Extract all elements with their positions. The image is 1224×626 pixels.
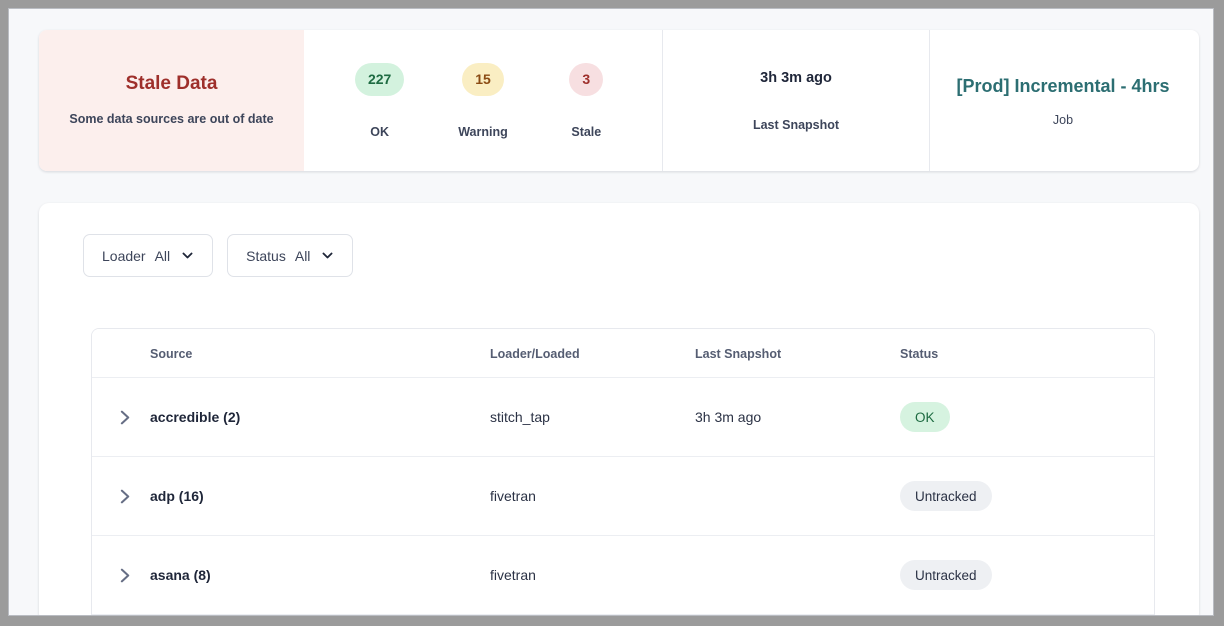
- loader-value: fivetran: [490, 567, 536, 583]
- chevron-down-icon: [321, 249, 334, 262]
- cell-status: Untracked: [900, 535, 1154, 615]
- cell-source: asana (8): [150, 535, 490, 615]
- source-name: asana (8): [150, 567, 211, 583]
- chevron-right-icon: [116, 567, 133, 584]
- summary-card: Stale Data Some data sources are out of …: [39, 30, 1199, 171]
- column-header-last-snapshot[interactable]: Last Snapshot: [695, 329, 900, 378]
- job-label: Job: [1052, 112, 1074, 127]
- warning-count-label: Warning: [458, 124, 508, 139]
- last-snapshot-value: 3h 3m ago: [695, 409, 762, 425]
- count-item-ok: 227 OK: [337, 62, 423, 139]
- table-row[interactable]: adp (16) fivetran Untracked: [92, 456, 1154, 536]
- warning-count-badge: 15: [462, 62, 504, 96]
- stale-count-badge: 3: [569, 62, 604, 96]
- ok-count-label: OK: [370, 124, 390, 139]
- cell-status: OK: [900, 377, 1154, 457]
- status-badge: OK: [900, 402, 950, 432]
- count-item-warning: 15 Warning: [440, 62, 526, 139]
- status-badge: Untracked: [900, 481, 992, 511]
- loader-value: fivetran: [490, 488, 536, 504]
- status-counts-block: 227 OK 15 Warning 3 Stale: [304, 30, 662, 171]
- status-filter-label: Status: [246, 247, 286, 264]
- status-filter-dropdown[interactable]: Status All: [227, 234, 354, 277]
- source-name: accredible (2): [150, 409, 241, 425]
- expand-row-button[interactable]: [92, 535, 150, 615]
- expand-row-button[interactable]: [92, 377, 150, 457]
- status-filter-value: All: [294, 247, 311, 264]
- column-header-loader[interactable]: Loader/Loaded: [490, 329, 695, 378]
- table-row[interactable]: asana (8) fivetran Untracked: [92, 535, 1154, 615]
- stale-data-status-block: Stale Data Some data sources are out of …: [39, 30, 304, 171]
- loader-filter-dropdown[interactable]: Loader All: [83, 234, 214, 277]
- table-row[interactable]: accredible (2) stitch_tap 3h 3m ago OK: [92, 377, 1154, 457]
- job-name-link[interactable]: [Prod] Incremental - 4hrs: [956, 76, 1170, 97]
- cell-status: Untracked: [900, 456, 1154, 536]
- chevron-right-icon: [116, 488, 133, 505]
- cell-loader: fivetran: [490, 535, 695, 615]
- chevron-down-icon: [181, 249, 194, 262]
- status-title: Stale Data: [125, 73, 218, 95]
- column-header-source[interactable]: Source: [150, 329, 490, 378]
- loader-filter-label: Loader: [102, 247, 146, 264]
- sources-card: Loader All Status All: [39, 203, 1199, 615]
- stale-count-label: Stale: [571, 124, 602, 139]
- status-subtitle: Some data sources are out of date: [69, 111, 274, 126]
- column-header-expand: [92, 329, 150, 378]
- cell-source: accredible (2): [150, 377, 490, 457]
- table-header: Source Loader/Loaded Last Snapshot Statu…: [92, 329, 1154, 378]
- column-header-status[interactable]: Status: [900, 329, 1154, 378]
- table-header-row: Source Loader/Loaded Last Snapshot Statu…: [92, 329, 1154, 378]
- cell-loader: stitch_tap: [490, 377, 695, 457]
- app-viewport: Stale Data Some data sources are out of …: [8, 8, 1214, 616]
- last-snapshot-value: 3h 3m ago: [760, 69, 832, 86]
- filter-toolbar: Loader All Status All: [83, 234, 354, 277]
- cell-last-snapshot: [695, 535, 900, 615]
- last-snapshot-block: 3h 3m ago Last Snapshot: [662, 30, 929, 171]
- loader-value: stitch_tap: [490, 409, 550, 425]
- job-block: [Prod] Incremental - 4hrs Job: [929, 30, 1196, 171]
- cell-last-snapshot: [695, 456, 900, 536]
- loader-filter-value: All: [154, 247, 171, 264]
- cell-source: adp (16): [150, 456, 490, 536]
- cell-loader: fivetran: [490, 456, 695, 536]
- last-snapshot-label: Last Snapshot: [752, 118, 840, 133]
- count-item-stale: 3 Stale: [543, 62, 629, 139]
- source-name: adp (16): [150, 488, 204, 504]
- status-badge: Untracked: [900, 560, 992, 590]
- sources-table-container: Source Loader/Loaded Last Snapshot Statu…: [91, 328, 1155, 615]
- cell-last-snapshot: 3h 3m ago: [695, 377, 900, 457]
- chevron-right-icon: [116, 409, 133, 426]
- expand-row-button[interactable]: [92, 456, 150, 536]
- table-body: accredible (2) stitch_tap 3h 3m ago OK: [92, 377, 1154, 615]
- sources-table: Source Loader/Loaded Last Snapshot Statu…: [92, 329, 1154, 615]
- ok-count-badge: 227: [354, 62, 405, 96]
